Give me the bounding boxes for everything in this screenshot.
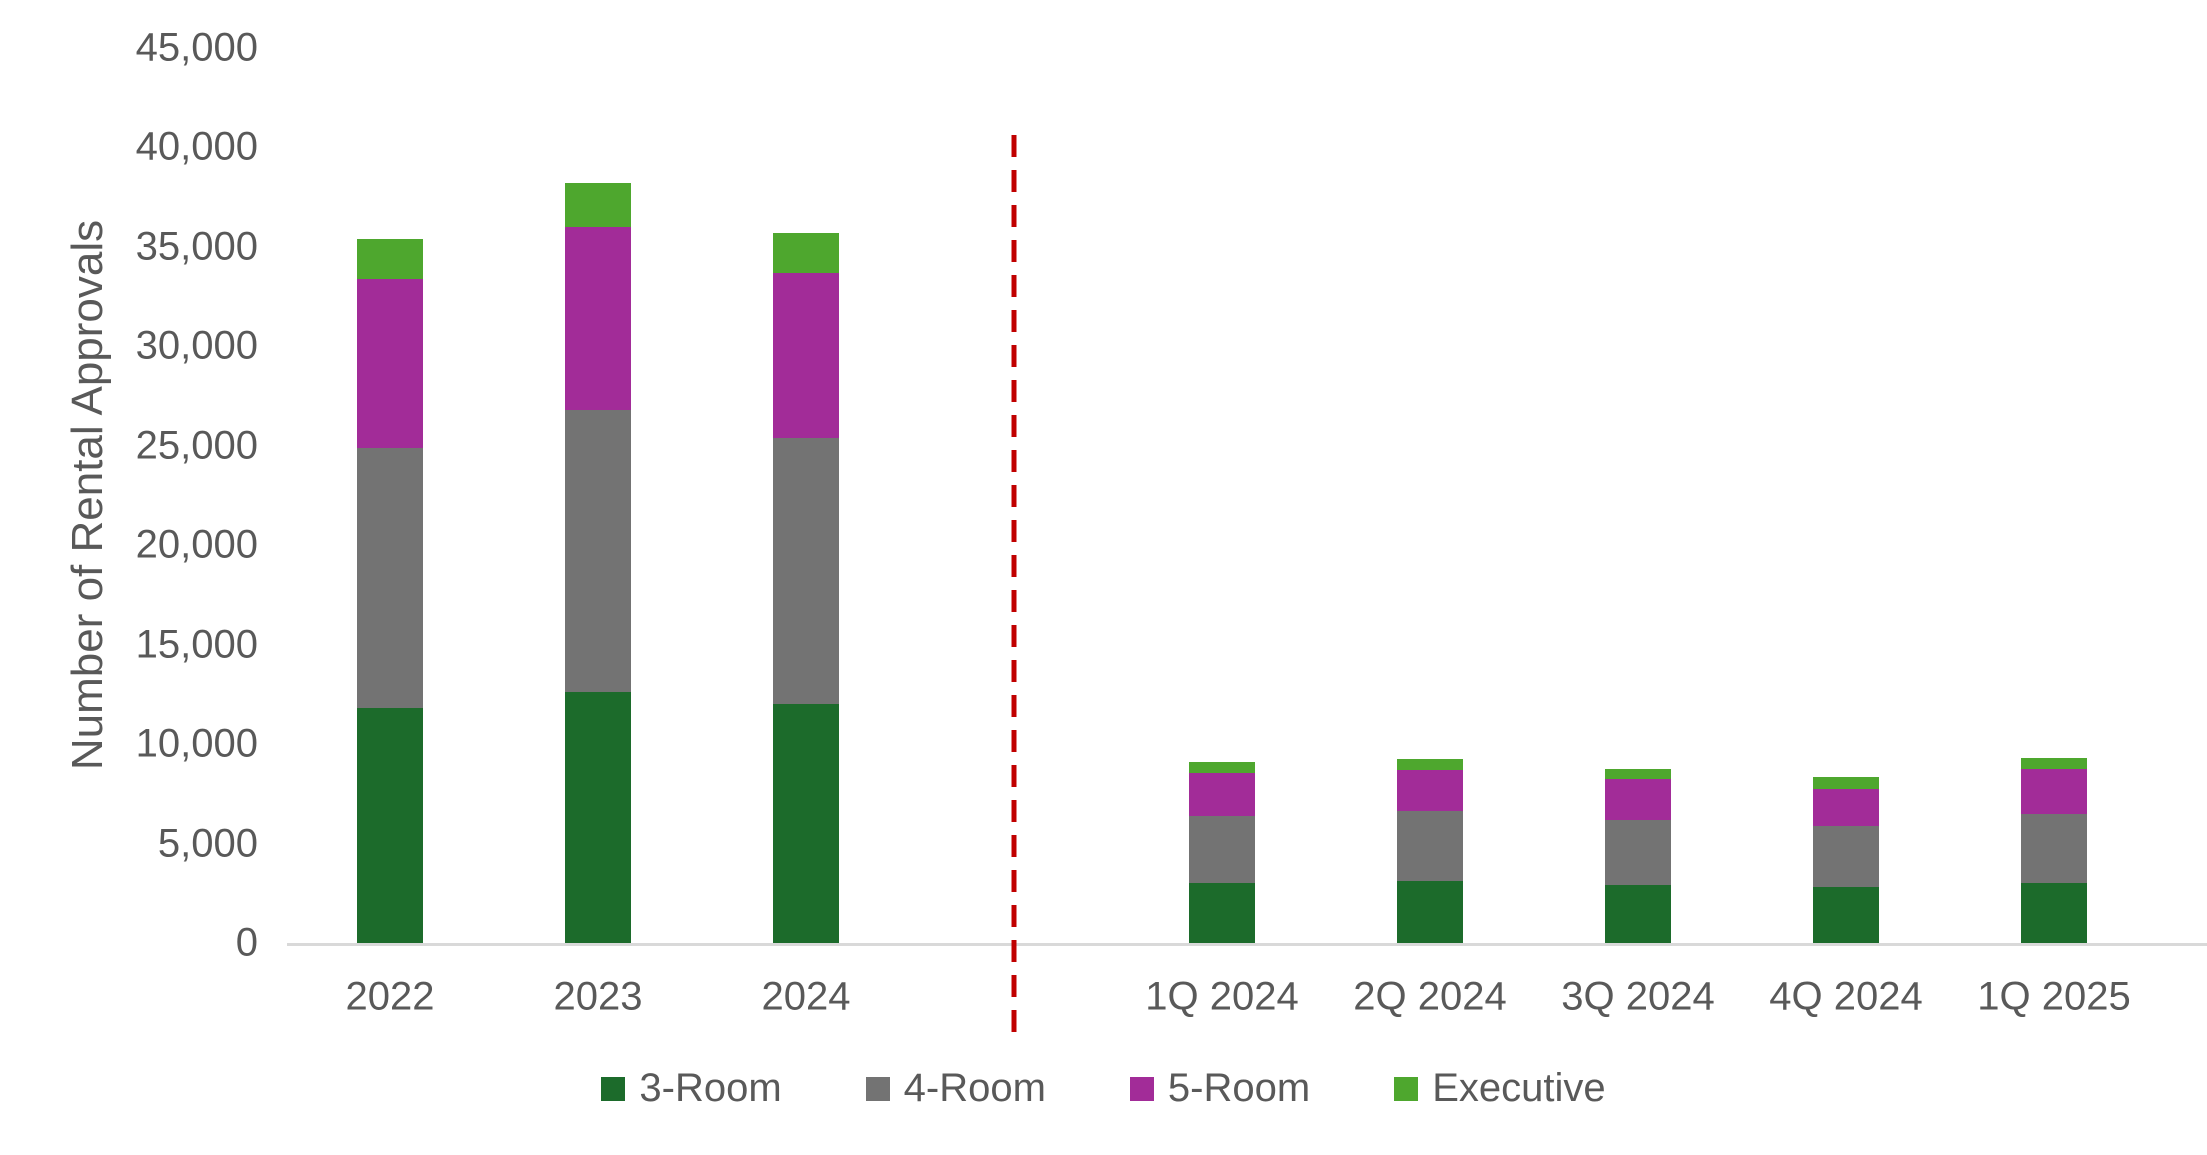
bar-segment-executive-1q-2024 [1189,762,1255,773]
bar-segment-3-room-1q-2024 [1189,883,1255,943]
bar-segment-5-room-1q-2024 [1189,772,1255,816]
bar-segment-4-room-2022 [357,447,423,709]
y-tick-label-5000: 5,000 [157,821,258,866]
bar-segment-5-room-2022 [357,278,423,448]
bar-segment-3-room-2024 [773,704,839,943]
bar-segment-4-room-1q-2025 [2021,813,2087,884]
bar-segment-4-room-2q-2024 [1397,810,1463,882]
bar-segment-4-room-4q-2024 [1813,825,1879,888]
bar-segment-5-room-2024 [773,272,839,438]
legend: 3-Room 4-Room 5-Room Executive [0,1066,2207,1111]
bar-segment-executive-3q-2024 [1605,768,1671,779]
bar-segment-executive-2024 [773,232,839,273]
y-tick-label-10000: 10,000 [135,721,258,766]
legend-swatch-5-room [1129,1076,1154,1101]
legend-swatch-3-room [601,1076,626,1101]
legend-label-4-room: 4-Room [903,1066,1046,1110]
y-tick-label-40000: 40,000 [135,124,258,169]
y-tick-label-35000: 35,000 [135,224,258,269]
legend-item-4-room: 4-Room [865,1066,1046,1111]
x-category-label-4q-2024: 4Q 2024 [1769,974,1923,1019]
bar-segment-4-room-1q-2024 [1189,815,1255,884]
x-category-label-2022: 2022 [345,974,435,1019]
bar-segment-5-room-2q-2024 [1397,769,1463,811]
bar-segment-executive-4q-2024 [1813,776,1879,789]
x-category-label-2024: 2024 [761,974,851,1019]
y-tick-label-30000: 30,000 [135,323,258,368]
y-axis-title: Number of Rental Approvals [63,219,112,771]
x-category-label-1q-2024: 1Q 2024 [1145,974,1299,1019]
legend-item-5-room: 5-Room [1129,1066,1311,1111]
legend-label-3-room: 3-Room [639,1066,782,1110]
legend-label-5-room: 5-Room [1167,1066,1311,1110]
bar-segment-3-room-2q-2024 [1397,881,1463,943]
x-category-label-3q-2024: 3Q 2024 [1561,974,1715,1019]
x-axis-line [287,943,2207,946]
y-tick-label-15000: 15,000 [135,622,258,667]
bar-segment-3-room-2022 [357,708,423,943]
bar-segment-executive-2q-2024 [1397,759,1463,770]
x-category-label-2023: 2023 [553,974,643,1019]
bar-segment-5-room-3q-2024 [1605,778,1671,820]
bar-segment-executive-1q-2025 [2021,758,2087,769]
bar-segment-5-room-2023 [565,227,631,410]
bar-segment-executive-2023 [565,183,631,227]
bar-segment-5-room-4q-2024 [1813,788,1879,826]
legend-swatch-executive [1394,1076,1419,1101]
bar-segment-4-room-2023 [565,409,631,693]
bar-segment-3-room-2023 [565,692,631,943]
legend-swatch-4-room [865,1076,890,1101]
legend-item-executive: Executive [1394,1066,1606,1111]
bar-segment-3-room-4q-2024 [1813,887,1879,943]
period-divider-line [1011,135,1017,1040]
y-tick-label-20000: 20,000 [135,522,258,567]
y-tick-label-45000: 45,000 [135,25,258,70]
legend-label-executive: Executive [1432,1066,1606,1110]
bar-segment-3-room-1q-2025 [2021,883,2087,943]
legend-item-3-room: 3-Room [601,1066,782,1111]
y-tick-label-0: 0 [235,920,258,965]
y-tick-label-25000: 25,000 [135,423,258,468]
x-category-label-2q-2024: 2Q 2024 [1353,974,1507,1019]
x-category-label-1q-2025: 1Q 2025 [1977,974,2131,1019]
bar-segment-executive-2022 [357,238,423,279]
bar-segment-4-room-2024 [773,437,839,705]
bar-segment-4-room-3q-2024 [1605,819,1671,886]
bar-segment-5-room-1q-2025 [2021,768,2087,814]
bar-segment-3-room-3q-2024 [1605,885,1671,943]
